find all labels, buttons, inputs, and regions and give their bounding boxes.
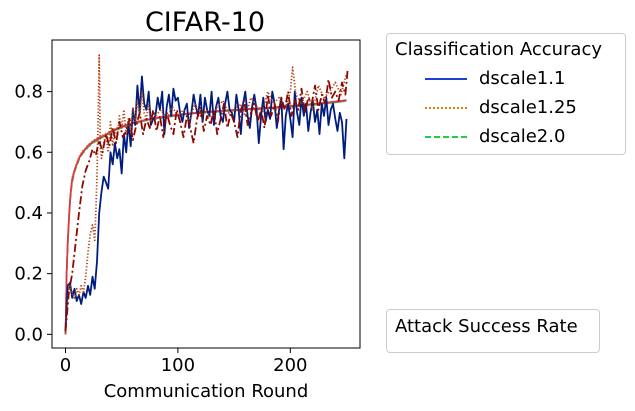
plot-frame [51,39,361,349]
series-line-1 [64,99,347,335]
series-line-2 [64,100,347,335]
y-tick-label: 0.8 [14,82,43,103]
series-line-0 [64,99,347,335]
y-tick-label: 0.0 [14,324,43,345]
y-tick-label: 0.4 [14,203,43,224]
y-axis-ticks: 0.0 0.2 0.4 0.6 0.8 [14,82,52,345]
series-line-5 [64,54,348,332]
legend-line-swatch [425,107,467,109]
y-tick-label: 0.2 [14,264,43,285]
series-line-3 [64,99,347,335]
x-tick-label: 200 [273,355,307,376]
series-line-4 [64,75,348,332]
chart-title: CIFAR-10 [145,7,265,38]
x-tick-label: 0 [60,355,71,376]
x-axis-ticks: 0 100 200 [60,348,307,376]
legend-line-swatch [425,78,467,80]
legend-label: dscale1.1 [479,68,566,89]
x-axis-label: Communication Round [104,381,309,402]
legend-line-swatch [425,136,467,138]
series-line-6 [64,70,349,332]
legend-attack-success-rate: Attack Success Rate [386,309,600,353]
legend-label: dscale2.0 [479,126,566,147]
legend-title: Classification Accuracy [395,39,602,60]
legend-title: Attack Success Rate [395,316,578,337]
x-tick-label: 100 [161,355,195,376]
plot-series [64,54,349,335]
y-tick-label: 0.6 [14,142,43,163]
legend-label: dscale1.25 [479,97,577,118]
legend-classification-accuracy: Classification Accuracy dscale1.1 dscale1… [386,33,626,155]
